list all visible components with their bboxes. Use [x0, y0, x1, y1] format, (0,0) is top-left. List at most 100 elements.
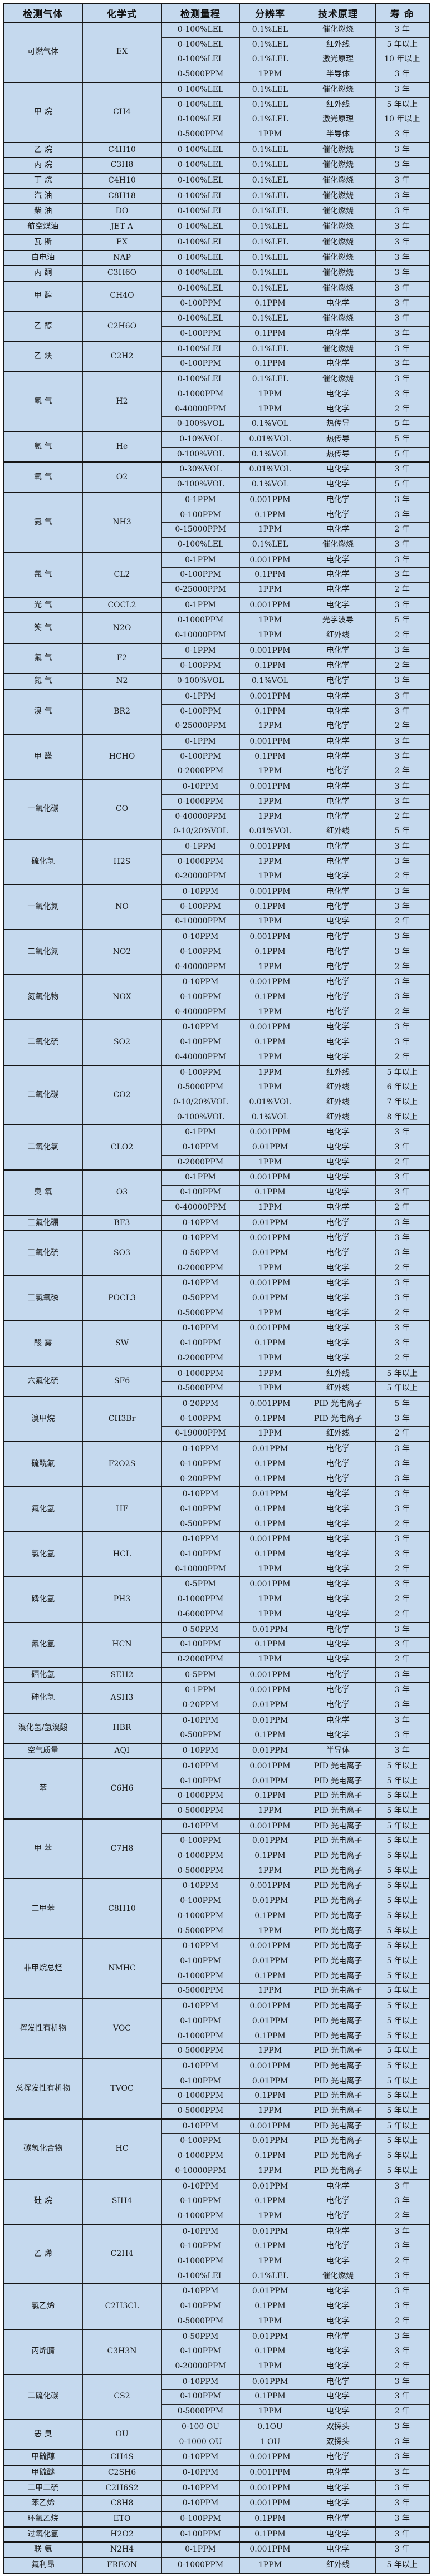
- lifespan-cell: 5 年以上: [375, 1818, 430, 1835]
- lifespan-cell: 5 年: [375, 477, 430, 493]
- principle-cell: 催化燃烧: [300, 2268, 376, 2284]
- lifespan-cell: 3 年: [375, 734, 430, 750]
- gas-name-cell: 乙 炔: [3, 341, 83, 372]
- resolution-cell: 0.1%LEL: [239, 112, 301, 127]
- lifespan-cell: 3 年: [375, 2223, 430, 2240]
- lifespan-cell: 5 年以上: [375, 2088, 430, 2105]
- resolution-cell: 0.1PPM: [239, 296, 301, 312]
- resolution-cell: 0.1%LEL: [239, 37, 301, 53]
- range-cell: 0-100PPM: [161, 2194, 240, 2209]
- table-row: 0-10000PPM 1PPM 红外线 2 年: [3, 628, 430, 644]
- range-cell: 0-100%VOL: [161, 673, 240, 690]
- resolution-cell: 0.001PPM: [239, 2449, 301, 2466]
- principle-cell: PID 光电离子: [300, 1894, 376, 1909]
- formula-cell: CLO2: [82, 1124, 162, 1171]
- table-header-row: 检测气体 化学式 检测量程 分辨率 技术原理 寿 命: [3, 3, 430, 23]
- lifespan-cell: 2 年: [375, 1651, 430, 1668]
- principle-cell: 电化学: [300, 1561, 376, 1577]
- range-cell: 0-100PPM: [161, 567, 240, 583]
- resolution-cell: 1PPM: [239, 67, 301, 83]
- lifespan-cell: 5 年以上: [375, 2163, 430, 2180]
- principle-cell: 电化学: [300, 884, 376, 900]
- resolution-cell: 1PPM: [239, 1651, 301, 1668]
- lifespan-cell: 3 年: [375, 2194, 430, 2209]
- table-row: 0-40000PPM 1PPM 电化学 2 年: [3, 809, 430, 825]
- lifespan-cell: 5 年以上: [375, 1833, 430, 1850]
- gas-name-cell: 氯化氢: [3, 1531, 83, 1577]
- resolution-cell: 0.01PPM: [239, 2133, 301, 2150]
- table-row: 航空煤油 JET A 0-100%LEL 0.1%LEL 催化燃烧 3 年: [3, 219, 430, 235]
- resolution-cell: 1PPM: [239, 1049, 301, 1066]
- principle-cell: 电化学: [300, 2480, 376, 2496]
- formula-cell: NH3: [82, 491, 162, 553]
- principle-cell: 催化燃烧: [300, 265, 376, 282]
- formula-cell: CH4: [82, 81, 162, 143]
- formula-cell: C2H3CL: [82, 2283, 162, 2330]
- principle-cell: 电化学: [300, 1154, 376, 1171]
- range-cell: 0-2000PPM: [161, 1154, 240, 1171]
- range-cell: 0-19000PPM: [161, 1426, 240, 1442]
- resolution-cell: 1PPM: [239, 401, 301, 417]
- lifespan-cell: 3 年: [375, 21, 430, 38]
- range-cell: 0-100PPM: [161, 1773, 240, 1790]
- table-row: 0-5000PPM 1PPM 红外线 5 年以上: [3, 1381, 430, 1397]
- formula-cell: C4H10: [82, 141, 162, 158]
- formula-cell: TVOC: [82, 2058, 162, 2120]
- gas-name-cell: 六氟化硫: [3, 1365, 83, 1397]
- lifespan-cell: 3 年: [375, 1698, 430, 1714]
- formula-cell: H2S: [82, 838, 162, 885]
- gas-name-cell: 过氧化氢: [3, 2526, 83, 2543]
- table-row: 0-100PPM 0.1PPM 电化学 3 年: [3, 296, 430, 312]
- table-row: 0-10/20%VOL 0.01%VOL 红外线 7 年以上: [3, 1094, 430, 1110]
- range-cell: 0-1000PPM: [161, 1365, 240, 1382]
- lifespan-cell: 3 年: [375, 2541, 430, 2558]
- range-cell: 0-1000PPM: [161, 1788, 240, 1804]
- resolution-cell: 1PPM: [239, 914, 301, 930]
- principle-cell: 电化学: [300, 1185, 376, 1201]
- resolution-cell: 0.1PPM: [239, 1336, 301, 1351]
- gas-name-cell: 乙 烷: [3, 141, 83, 158]
- principle-cell: 红外线: [300, 1365, 376, 1382]
- gas-name-cell: 联 氨: [3, 2541, 83, 2558]
- formula-cell: NAP: [82, 249, 162, 266]
- resolution-cell: 0.1%LEL: [239, 52, 301, 68]
- table-row: 0-100PPM 0.01PPM PID 光电离子 5 年以上: [3, 2073, 430, 2090]
- principle-cell: PID 光电离子: [300, 1395, 376, 1412]
- formula-cell: NMHC: [82, 1938, 162, 1999]
- resolution-cell: 0.001PPM: [239, 1019, 301, 1036]
- formula-cell: DO: [82, 203, 162, 220]
- header-detection-range: 检测量程: [161, 3, 240, 23]
- gas-name-cell: 氨 气: [3, 491, 83, 553]
- formula-cell: HCHO: [82, 734, 162, 780]
- table-row: 0-5000PPM 1PPM PID 光电离子 5 年以上: [3, 1863, 430, 1879]
- table-row: 可燃气体 EX 0-100%LEL 0.1%LEL 催化燃烧 3 年: [3, 21, 430, 83]
- resolution-cell: 1PPM: [239, 2163, 301, 2180]
- lifespan-cell: 3 年: [375, 1576, 430, 1593]
- principle-cell: 电化学: [300, 1019, 376, 1036]
- lifespan-cell: 3 年: [375, 884, 430, 900]
- range-cell: 0-5000PPM: [161, 1923, 240, 1939]
- range-cell: 0-100PPM: [161, 1035, 240, 1050]
- lifespan-cell: 2 年: [375, 914, 430, 930]
- principle-cell: 电化学: [300, 2178, 376, 2195]
- gas-name-cell: 硒化氢: [3, 1666, 83, 1683]
- resolution-cell: 1PPM: [239, 1381, 301, 1397]
- range-cell: 0-100PPM: [161, 658, 240, 674]
- range-cell: 0-5000PPM: [161, 2043, 240, 2059]
- principle-cell: 电化学: [300, 959, 376, 975]
- resolution-cell: 0.01PPM: [239, 1291, 301, 1306]
- formula-cell: SO3: [82, 1230, 162, 1276]
- lifespan-cell: 3 年: [375, 1621, 430, 1638]
- principle-cell: PID 光电离子: [300, 1923, 376, 1939]
- resolution-cell: 0.1PPM: [239, 2149, 301, 2164]
- table-row: 乙 烯 C2H4 0-10PPM 0.01PPM 电化学 3 年: [3, 2223, 430, 2284]
- range-cell: 0-5000PPM: [161, 2404, 240, 2420]
- principle-cell: 电化学: [300, 1140, 376, 1156]
- principle-cell: 电化学: [300, 2194, 376, 2209]
- gas-name-cell: 乙 醇: [3, 311, 83, 342]
- range-cell: 0-5000PPM: [161, 1863, 240, 1879]
- range-cell: 0-100%LEL: [161, 97, 240, 113]
- principle-cell: 电化学: [300, 1698, 376, 1714]
- gas-name-cell: 氦 气: [3, 431, 83, 463]
- range-cell: 0-10PPM: [161, 2178, 240, 2195]
